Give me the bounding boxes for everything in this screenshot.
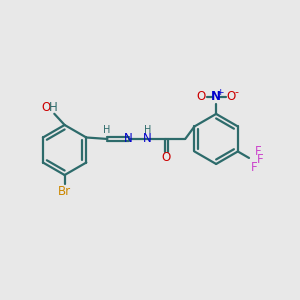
Text: O: O — [161, 151, 171, 164]
Text: O: O — [42, 101, 51, 114]
Text: F: F — [251, 161, 258, 174]
Text: N: N — [142, 133, 151, 146]
Text: Br: Br — [58, 185, 71, 198]
Text: N: N — [211, 90, 221, 104]
Text: -: - — [235, 87, 239, 97]
Text: F: F — [255, 145, 262, 158]
Text: O: O — [197, 90, 206, 104]
Text: H: H — [49, 101, 58, 114]
Text: N: N — [124, 133, 133, 146]
Text: H: H — [144, 124, 151, 134]
Text: F: F — [257, 153, 263, 166]
Text: H: H — [103, 124, 111, 134]
Text: O: O — [226, 90, 236, 104]
Text: +: + — [217, 88, 224, 97]
